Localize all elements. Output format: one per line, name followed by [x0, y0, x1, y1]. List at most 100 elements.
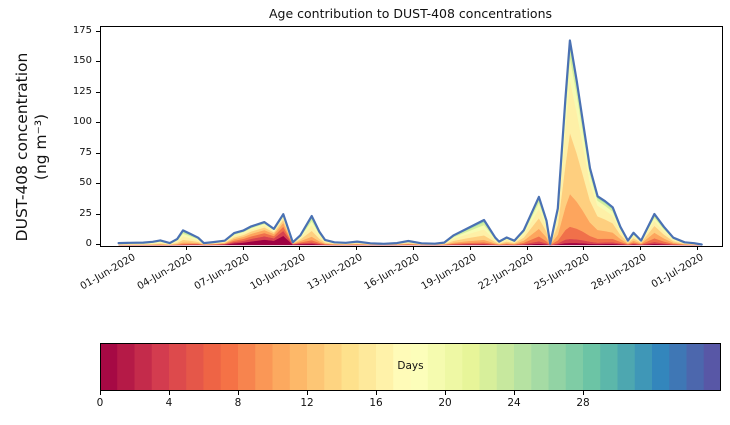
x-tick-label: 01-Jun-2020: [78, 252, 138, 293]
x-tick-label: 25-Jun-2020: [532, 252, 592, 293]
colorbar-segment: [358, 343, 377, 391]
x-tick-label: 28-Jun-2020: [589, 252, 649, 293]
colorbar-segment: [565, 343, 584, 391]
x-tick: [583, 246, 585, 250]
stacked-area-chart: [117, 39, 703, 246]
colorbar-segment: [238, 343, 256, 391]
colorbar-tick: [583, 391, 584, 395]
colorbar-segment: [703, 343, 721, 391]
colorbar-segment: [583, 343, 601, 391]
colorbar-segment: [393, 343, 411, 391]
x-tick: [356, 246, 358, 250]
colorbar-tick: [100, 391, 101, 395]
y-tick: [96, 152, 100, 154]
y-tick-label: 150: [72, 55, 92, 67]
colorbar-outline: [100, 343, 721, 391]
colorbar-tick-label: 24: [507, 397, 521, 409]
total-concentration-line: [117, 39, 703, 246]
y-tick-label: 25: [79, 207, 92, 219]
colorbar-tick-label: 20: [438, 397, 452, 409]
colorbar-tick: [514, 391, 515, 395]
colorbar-tick-label: 0: [96, 397, 104, 409]
y-tick: [96, 183, 100, 185]
colorbar-segment: [634, 343, 653, 391]
colorbar-segment: [203, 343, 222, 391]
colorbar-segment: [617, 343, 636, 391]
x-tick: [185, 246, 187, 250]
age-band-20-24 d: [118, 46, 702, 245]
y-tick: [96, 244, 100, 245]
colorbar-segment: [479, 343, 498, 391]
y-tick-label: 50: [79, 177, 92, 189]
x-tick-label: 19-Jun-2020: [419, 252, 479, 293]
colorbar-tick-label: 28: [576, 397, 590, 409]
y-tick: [96, 213, 100, 215]
x-tick-label: 10-Jun-2020: [249, 252, 308, 293]
y-tick: [96, 122, 100, 124]
age-band-9-12 d: [118, 132, 702, 246]
colorbar-tick: [169, 391, 170, 395]
age-band-12-16 d: [118, 79, 702, 246]
x-tick-label: 16-Jun-2020: [362, 252, 422, 293]
colorbar-segment: [496, 343, 515, 391]
y-tick-label: 0: [85, 238, 92, 249]
colorbar-tick-label: 8: [234, 397, 242, 409]
colorbar-tick: [238, 391, 239, 395]
colorbar-segment: [652, 343, 670, 391]
colorbar-segment: [117, 343, 135, 391]
colorbar-segment: [548, 343, 567, 391]
colorbar-segment: [255, 343, 273, 391]
colorbar-tick-label: 12: [300, 397, 314, 409]
colorbar-segment: [669, 343, 687, 391]
y-tick: [96, 91, 100, 93]
colorbar-label: Days: [397, 360, 424, 372]
colorbar-segment: [289, 343, 308, 391]
colorbar-gradient: [100, 343, 721, 391]
colorbar-tick: [445, 391, 446, 395]
y-tick-label: 125: [72, 85, 92, 97]
x-tick-label: 22-Jun-2020: [476, 252, 536, 293]
colorbar-segment: [100, 343, 118, 391]
colorbar-segment: [220, 343, 239, 391]
y-tick: [96, 61, 100, 63]
y-tick-label: 100: [72, 116, 92, 128]
colorbar-segment: [272, 343, 291, 391]
colorbar-tick: [307, 391, 308, 395]
colorbar-tick-label: 16: [369, 397, 383, 409]
colorbar-tick: [376, 391, 377, 395]
colorbar-segment: [169, 343, 187, 391]
x-tick-label: 07-Jun-2020: [192, 252, 252, 293]
x-tick: [469, 246, 471, 250]
age-band-16-20 d: [118, 56, 702, 245]
colorbar-segment: [462, 343, 480, 391]
colorbar-segment: [341, 343, 360, 391]
colorbar-segment: [151, 343, 170, 391]
x-tick-label: 13-Jun-2020: [305, 252, 365, 293]
x-tick: [640, 246, 642, 250]
colorbar-segment: [134, 343, 153, 391]
x-tick: [242, 246, 244, 250]
colorbar-tick-label: 4: [165, 397, 173, 409]
plot-area: [100, 26, 723, 247]
y-axis-label-line2: (ng m⁻³): [31, 113, 50, 181]
colorbar-segment: [307, 343, 325, 391]
colorbar-segment: [531, 343, 549, 391]
colorbar-segment: [324, 343, 342, 391]
colorbar-segment: [445, 343, 463, 391]
x-tick: [412, 246, 414, 250]
x-tick: [299, 246, 301, 250]
colorbar-segment: [600, 343, 618, 391]
y-axis-label: DUST-408 concentration (ng m⁻³): [13, 17, 53, 277]
chart-title: Age contribution to DUST-408 concentrati…: [268, 6, 553, 21]
x-tick-label: 01-Jul-2020: [649, 252, 706, 291]
x-tick: [696, 246, 698, 250]
x-tick: [526, 246, 528, 250]
y-tick-label: 175: [72, 25, 92, 36]
colorbar-segment: [686, 343, 705, 391]
x-tick: [129, 246, 130, 250]
colorbar-segment: [514, 343, 532, 391]
colorbar-segment: [427, 343, 446, 391]
colorbar-segment: [376, 343, 394, 391]
x-tick-label: 04-Jun-2020: [135, 252, 195, 293]
